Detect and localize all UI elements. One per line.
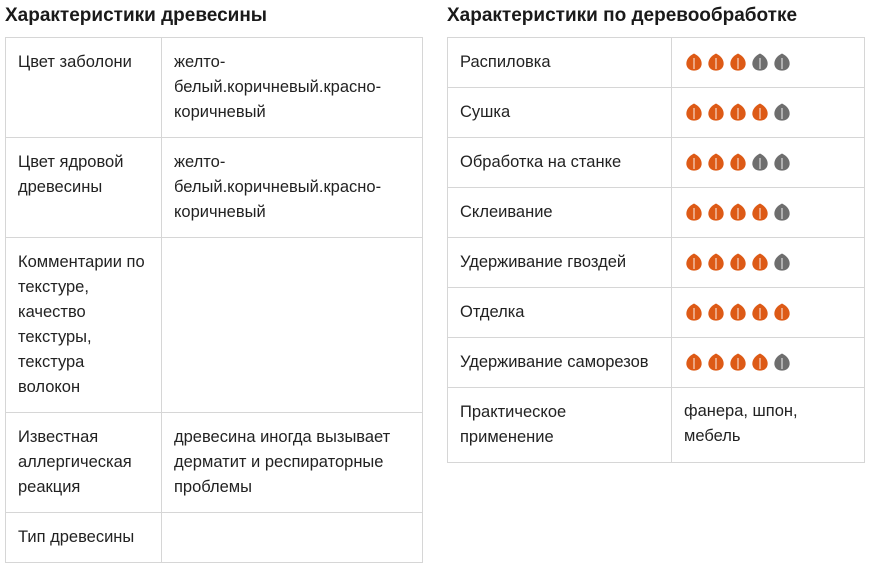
wood-characteristics-table: Цвет заболони желто-белый.коричневый.кра… bbox=[5, 37, 423, 563]
property-name: Цвет ядровой древесины bbox=[5, 137, 162, 238]
leaf-icon bbox=[774, 103, 790, 121]
leaf-icon bbox=[708, 253, 724, 271]
leaf-icon bbox=[730, 353, 746, 371]
property-value: желто-белый.коричневый.красно-коричневый bbox=[161, 37, 423, 138]
woodworking-characteristics-title: Характеристики по деревообработке bbox=[447, 5, 798, 26]
leaf-icon bbox=[752, 103, 768, 121]
property-value: фанера, шпон, мебель bbox=[671, 387, 865, 463]
rating-leaves bbox=[684, 349, 852, 374]
leaf-icon bbox=[708, 53, 724, 71]
rating-leaves bbox=[684, 149, 852, 174]
leaf-icon bbox=[774, 253, 790, 271]
property-value bbox=[161, 237, 423, 413]
property-value bbox=[161, 512, 423, 563]
leaf-icon bbox=[774, 53, 790, 71]
leaf-icon bbox=[686, 353, 702, 371]
table-row: Удерживание гвоздей bbox=[447, 237, 865, 288]
leaf-icon bbox=[774, 303, 790, 321]
leaf-icon bbox=[752, 303, 768, 321]
leaf-icon bbox=[774, 353, 790, 371]
leaf-icon bbox=[774, 153, 790, 171]
property-name: Обработка на станке bbox=[447, 137, 672, 188]
leaf-icon bbox=[730, 103, 746, 121]
property-name: Удерживание саморезов bbox=[447, 337, 672, 388]
rating-cell bbox=[671, 87, 865, 138]
leaf-icon bbox=[752, 203, 768, 221]
rating-cell bbox=[671, 137, 865, 188]
leaf-icon bbox=[730, 303, 746, 321]
rating-cell bbox=[671, 37, 865, 88]
table-row: Цвет заболони желто-белый.коричневый.кра… bbox=[5, 37, 423, 138]
leaf-icon bbox=[686, 153, 702, 171]
leaf-icon bbox=[708, 353, 724, 371]
rating-leaves bbox=[684, 99, 852, 124]
table-row: Комментарии по текстуре, качество тексту… bbox=[5, 237, 423, 413]
property-name: Отделка bbox=[447, 287, 672, 338]
table-row: Распиловка bbox=[447, 37, 865, 88]
table-row: Известная аллергическая реакция древесин… bbox=[5, 412, 423, 513]
rating-cell bbox=[671, 187, 865, 238]
leaf-icon bbox=[686, 53, 702, 71]
leaf-icon bbox=[730, 153, 746, 171]
property-name: Сушка bbox=[447, 87, 672, 138]
rating-leaves bbox=[684, 249, 852, 274]
rating-leaves bbox=[684, 199, 852, 224]
wood-characteristics-title: Характеристики древесины bbox=[5, 5, 268, 26]
property-name: Распиловка bbox=[447, 37, 672, 88]
property-name: Тип древесины bbox=[5, 512, 162, 563]
rating-cell bbox=[671, 337, 865, 388]
leaf-icon bbox=[752, 353, 768, 371]
leaf-icon bbox=[752, 253, 768, 271]
leaf-icon bbox=[686, 203, 702, 221]
rating-cell bbox=[671, 287, 865, 338]
table-row: Сушка bbox=[447, 87, 865, 138]
rating-leaves bbox=[684, 49, 852, 74]
leaf-icon bbox=[708, 303, 724, 321]
leaf-icon bbox=[686, 303, 702, 321]
property-name: Практическое применение bbox=[447, 387, 672, 463]
leaf-icon bbox=[708, 153, 724, 171]
table-row: Цвет ядровой древесины желто-белый.корич… bbox=[5, 137, 423, 238]
leaf-icon bbox=[730, 53, 746, 71]
table-row: Тип древесины bbox=[5, 512, 423, 563]
leaf-icon bbox=[708, 103, 724, 121]
rating-leaves bbox=[684, 299, 852, 324]
leaf-icon bbox=[686, 253, 702, 271]
leaf-icon bbox=[686, 103, 702, 121]
leaf-icon bbox=[752, 53, 768, 71]
property-value: желто-белый.коричневый.красно-коричневый bbox=[161, 137, 423, 238]
leaf-icon bbox=[730, 203, 746, 221]
table-row: Удерживание саморезов bbox=[447, 337, 865, 388]
leaf-icon bbox=[752, 153, 768, 171]
property-value: древесина иногда вызывает дерматит и рес… bbox=[161, 412, 423, 513]
table-row: Обработка на станке bbox=[447, 137, 865, 188]
table-row: Практическое применение фанера, шпон, ме… bbox=[447, 387, 865, 463]
property-name: Склеивание bbox=[447, 187, 672, 238]
property-name: Известная аллергическая реакция bbox=[5, 412, 162, 513]
woodworking-characteristics-table: Распиловка Сушка Обработка на станке Скл… bbox=[447, 37, 865, 463]
property-name: Комментарии по текстуре, качество тексту… bbox=[5, 237, 162, 413]
leaf-icon bbox=[774, 203, 790, 221]
table-row: Склеивание bbox=[447, 187, 865, 238]
property-name: Цвет заболони bbox=[5, 37, 162, 138]
rating-cell bbox=[671, 237, 865, 288]
leaf-icon bbox=[730, 253, 746, 271]
leaf-icon bbox=[708, 203, 724, 221]
table-row: Отделка bbox=[447, 287, 865, 338]
property-name: Удерживание гвоздей bbox=[447, 237, 672, 288]
